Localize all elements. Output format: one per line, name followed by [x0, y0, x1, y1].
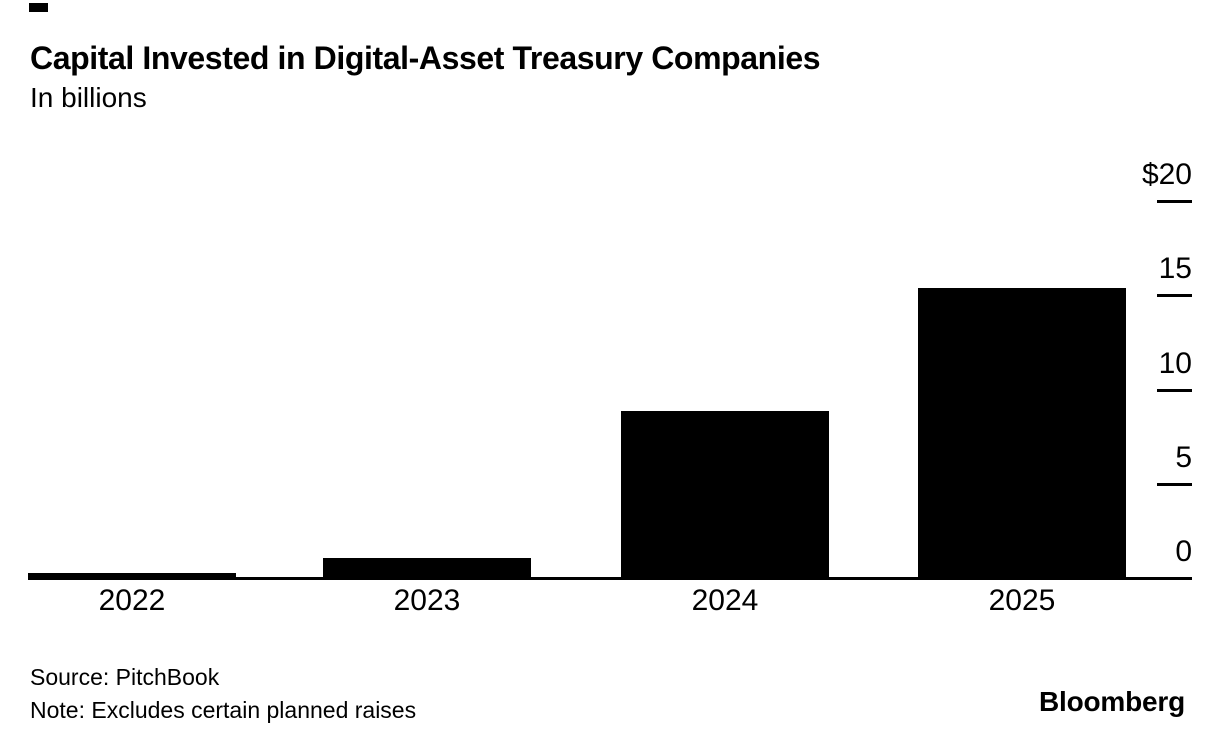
chart-subtitle: In billions	[30, 82, 147, 113]
y-tick-label-5: 5	[1175, 441, 1192, 474]
bar-2023	[323, 558, 531, 579]
y-tick-10	[1157, 389, 1192, 392]
credits-block: Source: PitchBook Note: Excludes certain…	[30, 661, 416, 727]
x-axis-line	[28, 577, 1192, 580]
bloomberg-logo: Bloomberg	[1039, 686, 1185, 717]
x-tick-label-2023: 2023	[393, 584, 461, 617]
y-tick-15	[1157, 294, 1192, 297]
x-tick-label-2024: 2024	[691, 584, 759, 617]
x-tick-label-2025: 2025	[988, 584, 1056, 617]
x-tick-label-2022: 2022	[98, 584, 166, 617]
bar-2022	[28, 573, 236, 579]
bar-2024	[621, 411, 829, 579]
bloomberg-topleft-mark	[29, 3, 48, 12]
y-tick-5	[1157, 483, 1192, 486]
y-tick-label-10: 10	[1158, 347, 1192, 380]
note-line: Note: Excludes certain planned raises	[30, 697, 417, 723]
y-tick-label-0: 0	[1175, 535, 1192, 568]
y-tick-label-15: 15	[1158, 252, 1192, 285]
y-tick-label-20: $20	[1141, 158, 1192, 191]
source-line: Source: PitchBook	[30, 664, 220, 690]
bar-2025	[918, 288, 1126, 579]
chart-title: Capital Invested in Digital-Asset Treasu…	[30, 40, 821, 76]
y-tick-20	[1157, 200, 1192, 203]
